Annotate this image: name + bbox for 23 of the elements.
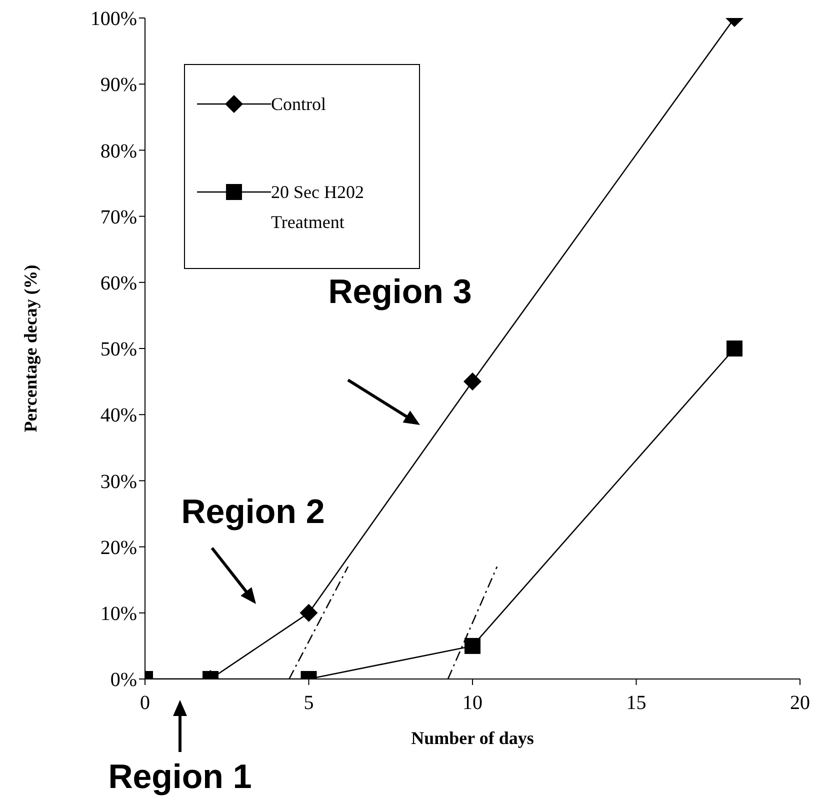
x-axis-title: Number of days <box>411 728 534 748</box>
y-tick-label: 30% <box>100 470 137 493</box>
x-tick-label: 5 <box>304 692 314 714</box>
y-tick-label: 100% <box>90 8 137 30</box>
y-tick-label: 40% <box>100 404 137 427</box>
text: Region 1 <box>107 757 253 798</box>
x-tick-label: 0 <box>140 692 150 714</box>
y-tick-label: 20% <box>100 536 137 559</box>
x-tick-label: 20 <box>790 692 810 714</box>
x-tick-label: 15 <box>626 692 646 714</box>
y-axis-title: Percentage decay (%) <box>20 264 40 432</box>
legend-label: 20 Sec H202 Treatment <box>271 181 365 234</box>
y-tick-label: 10% <box>100 603 137 625</box>
y-tick-label: 70% <box>100 206 137 228</box>
y-tick-label: 60% <box>100 272 137 294</box>
y-tick-label: 90% <box>100 74 137 96</box>
x-tick-label: 10 <box>462 692 482 714</box>
y-tick-label: 50% <box>100 338 137 361</box>
y-tick-label: 0% <box>110 669 137 692</box>
legend-label: Control <box>271 93 328 116</box>
y-tick-label: 80% <box>100 140 137 162</box>
annotation: Region 2 <box>180 492 326 533</box>
annotation: Region 3 <box>327 272 473 313</box>
